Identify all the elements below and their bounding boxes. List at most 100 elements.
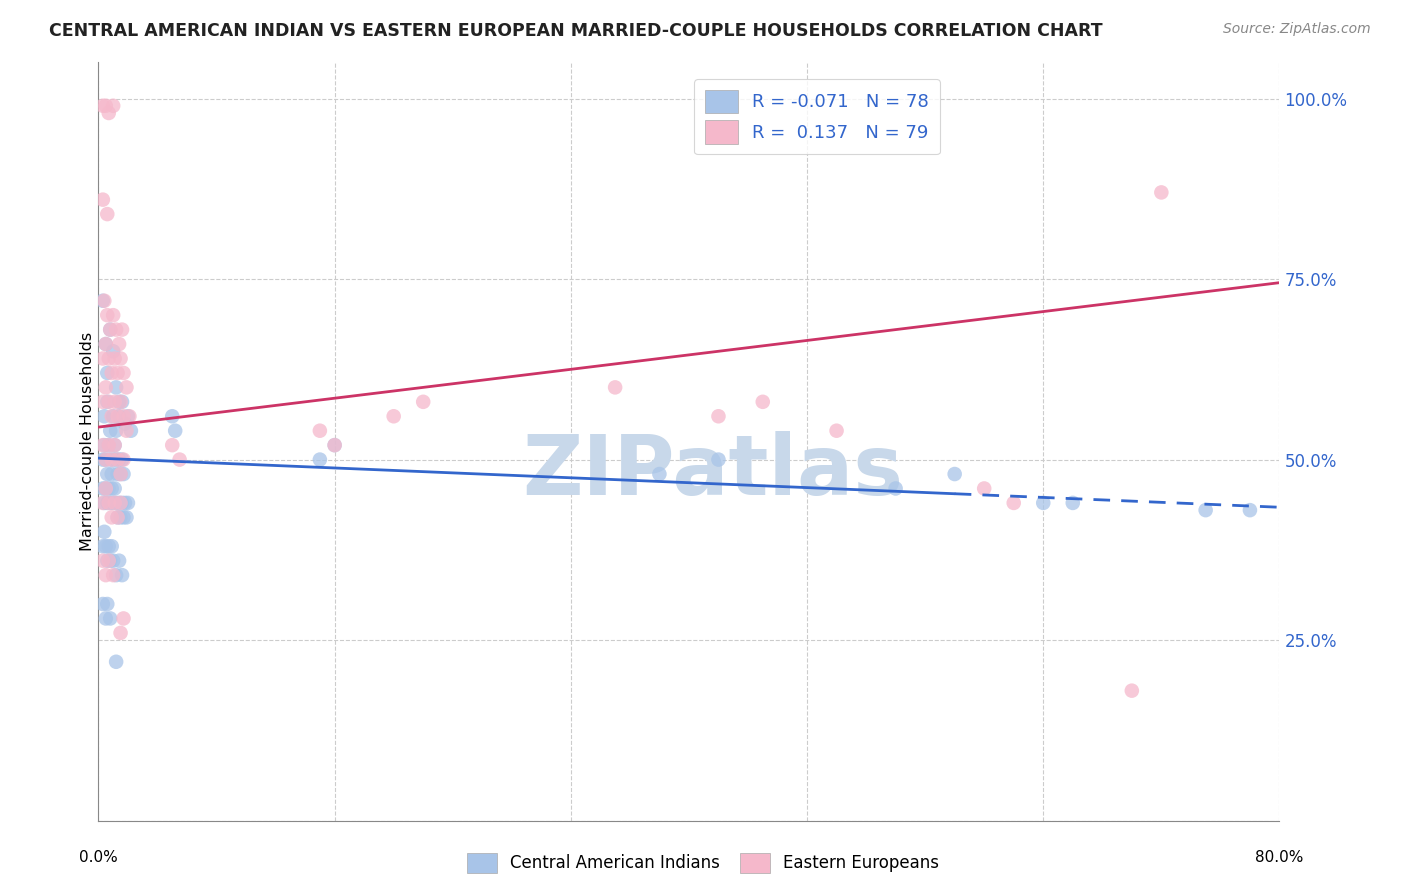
Point xyxy=(114,417,136,431)
Point xyxy=(93,293,115,308)
Point xyxy=(1032,496,1054,510)
Point xyxy=(91,99,114,113)
Point xyxy=(104,351,127,366)
Text: 0.0%: 0.0% xyxy=(79,849,118,864)
Point xyxy=(105,568,128,582)
Point xyxy=(96,207,118,221)
Point xyxy=(91,293,114,308)
Point xyxy=(1239,503,1261,517)
Point xyxy=(107,510,129,524)
Point xyxy=(103,554,125,568)
Point xyxy=(112,467,135,481)
Point xyxy=(91,452,114,467)
Point xyxy=(884,482,907,496)
Point xyxy=(112,611,135,625)
Point xyxy=(648,467,671,481)
Point xyxy=(110,467,132,481)
Point xyxy=(98,424,121,438)
Point xyxy=(103,308,125,322)
Point xyxy=(103,99,125,113)
Point xyxy=(96,394,118,409)
Point xyxy=(100,539,122,553)
Point xyxy=(97,482,120,496)
Point xyxy=(112,409,135,424)
Point xyxy=(112,452,135,467)
Point xyxy=(105,496,128,510)
Point xyxy=(115,510,138,524)
Point xyxy=(94,99,117,113)
Point xyxy=(108,394,131,409)
Text: Source: ZipAtlas.com: Source: ZipAtlas.com xyxy=(1223,22,1371,37)
Point xyxy=(98,452,121,467)
Point xyxy=(91,351,114,366)
Point xyxy=(110,351,132,366)
Point xyxy=(169,452,191,467)
Point xyxy=(91,597,114,611)
Point xyxy=(103,409,125,424)
Point xyxy=(100,467,122,481)
Point xyxy=(105,655,128,669)
Point xyxy=(94,452,117,467)
Point xyxy=(382,409,405,424)
Point xyxy=(94,337,117,351)
Point xyxy=(605,380,627,394)
Point xyxy=(108,496,131,510)
Point xyxy=(96,308,118,322)
Point xyxy=(110,510,132,524)
Point xyxy=(105,424,128,438)
Point xyxy=(943,467,966,481)
Point xyxy=(752,394,775,409)
Point xyxy=(118,409,141,424)
Point xyxy=(117,496,139,510)
Point xyxy=(107,510,129,524)
Point xyxy=(112,510,135,524)
Point xyxy=(93,524,115,539)
Point xyxy=(97,554,120,568)
Point xyxy=(98,496,121,510)
Point xyxy=(323,438,346,452)
Point xyxy=(94,539,117,553)
Point xyxy=(115,380,138,394)
Point xyxy=(104,438,127,452)
Point xyxy=(100,366,122,380)
Point xyxy=(98,323,121,337)
Point xyxy=(120,424,142,438)
Point xyxy=(108,409,131,424)
Point xyxy=(162,438,183,452)
Point xyxy=(707,409,730,424)
Point xyxy=(107,366,129,380)
Point xyxy=(91,554,114,568)
Point xyxy=(100,409,122,424)
Point xyxy=(108,452,131,467)
Point xyxy=(309,452,332,467)
Point xyxy=(100,510,122,524)
Point xyxy=(96,496,118,510)
Point xyxy=(165,424,187,438)
Point xyxy=(111,394,134,409)
Point xyxy=(114,496,136,510)
Point xyxy=(98,323,121,337)
Point xyxy=(94,380,117,394)
Point xyxy=(91,482,114,496)
Point xyxy=(1121,683,1143,698)
Point xyxy=(103,568,125,582)
Point xyxy=(93,438,115,452)
Point xyxy=(91,193,114,207)
Point xyxy=(105,380,128,394)
Point xyxy=(96,597,118,611)
Point xyxy=(94,482,117,496)
Point xyxy=(104,482,127,496)
Point xyxy=(104,438,127,452)
Point xyxy=(96,467,118,481)
Point xyxy=(104,496,127,510)
Point xyxy=(96,366,118,380)
Point xyxy=(98,554,121,568)
Point xyxy=(94,482,117,496)
Point xyxy=(97,496,120,510)
Point xyxy=(94,452,117,467)
Point xyxy=(94,568,117,582)
Point xyxy=(103,344,125,359)
Point xyxy=(97,351,120,366)
Point xyxy=(105,452,128,467)
Point xyxy=(94,611,117,625)
